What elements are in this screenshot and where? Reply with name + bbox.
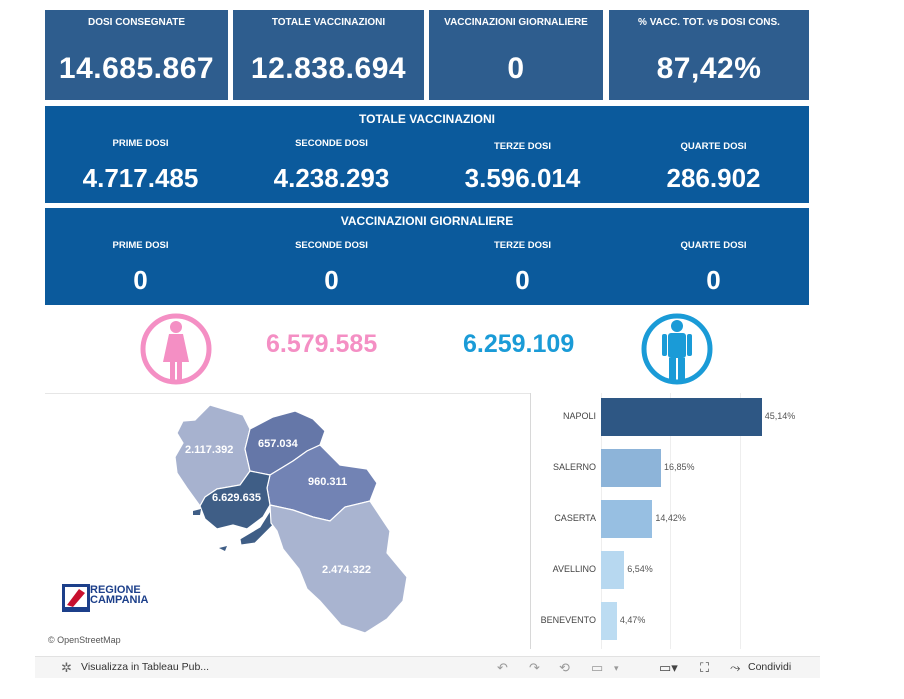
kpi-label: VACCINAZIONI GIORNALIERE [444, 17, 588, 28]
col-value: 0 [706, 265, 721, 295]
giornaliere-quarte-dosi: QUARTE DOSI 0 [618, 240, 809, 296]
col-value: 286.902 [666, 163, 761, 193]
vaccinazioni-giornaliere-panel: VACCINAZIONI GIORNALIERE PRIME DOSI 0 SE… [45, 208, 809, 305]
male-vaccinated-count: 6.259.109 [463, 330, 575, 358]
redo-icon[interactable]: ↷ [529, 660, 540, 675]
bar[interactable] [601, 551, 625, 589]
kpi-value: 12.838.694 [250, 52, 407, 85]
col-label: PRIME DOSI [112, 138, 169, 149]
tableau-toolbar: ✲ Visualizza in Tableau Pub... ↶ ↷ ⟲ ▭ ▾… [35, 656, 820, 678]
kpi-percentuale-vaccinazioni: % VACC. TOT. vs DOSI CONS. 87,42% [609, 10, 809, 100]
map-label-avellino: 960.311 [308, 476, 348, 488]
col-value: 0 [133, 265, 148, 295]
undo-icon[interactable]: ↶ [497, 660, 508, 675]
region-salerno [269, 500, 408, 634]
map-label-napoli: 6.629.635 [212, 492, 261, 504]
kpi-dosi-consegnate: DOSI CONSEGNATE 14.685.867 [45, 10, 228, 100]
bar-value-label: 16,85% [663, 462, 695, 472]
kpi-label: TOTALE VACCINAZIONI [271, 17, 386, 28]
kpi-value: 0 [507, 52, 525, 85]
bar[interactable] [601, 449, 661, 487]
bar-value-label: 4,47% [619, 615, 646, 625]
regione-campania-logo-text: REGIONE CAMPANIA [90, 584, 149, 606]
kpi-vaccinazioni-giornaliere: VACCINAZIONI GIORNALIERE 0 [429, 10, 603, 100]
tableau-logo-icon: ✲ [61, 660, 72, 675]
col-value: 3.596.014 [464, 163, 581, 193]
gridline [739, 393, 741, 649]
bar-value-label: 6,54% [627, 564, 653, 574]
totale-seconde-dosi: SECONDE DOSI 4.238.293 [236, 138, 427, 194]
col-value: 4.238.293 [273, 163, 390, 193]
panel-title: VACCINAZIONI GIORNALIERE [340, 214, 514, 228]
osm-attribution[interactable]: © OpenStreetMap [48, 635, 121, 645]
giornaliere-terze-dosi: TERZE DOSI 0 [427, 240, 618, 296]
bar[interactable] [601, 500, 653, 538]
col-value: 4.717.485 [82, 163, 199, 193]
giornaliere-seconde-dosi: SECONDE DOSI 0 [236, 240, 427, 296]
bar-category-label: AVELLINO [552, 564, 596, 574]
device-layout-icon[interactable]: ▭▾ [659, 660, 678, 675]
col-label: SECONDE DOSI [295, 240, 368, 251]
regione-campania-logo [62, 584, 90, 612]
refresh-icon[interactable]: ▭ [591, 660, 604, 675]
bar-category-label: CASERTA [554, 513, 596, 523]
bar-value-label: 45,14% [764, 411, 796, 421]
gridline [670, 393, 672, 649]
share-button[interactable]: Condividi [748, 661, 792, 673]
bar[interactable] [601, 398, 762, 436]
totale-terze-dosi: TERZE DOSI 3.596.014 [427, 141, 618, 194]
totale-prime-dosi: PRIME DOSI 4.717.485 [45, 138, 236, 194]
bar[interactable] [601, 602, 617, 640]
female-icon [140, 313, 212, 385]
bar-category-label: SALERNO [552, 462, 596, 472]
female-vaccinated-count: 6.579.585 [266, 330, 378, 358]
col-label: QUARTE DOSI [680, 141, 747, 152]
pause-dropdown-icon[interactable]: ▾ [614, 663, 619, 673]
kpi-label: DOSI CONSEGNATE [87, 17, 186, 28]
campania-map [62, 404, 408, 634]
male-icon [641, 313, 713, 385]
col-label: TERZE DOSI [493, 141, 551, 152]
map-label-caserta: 2.117.392 [185, 444, 234, 456]
totale-quarte-dosi: QUARTE DOSI 286.902 [618, 141, 809, 194]
col-label: TERZE DOSI [493, 240, 551, 251]
kpi-totale-vaccinazioni: TOTALE VACCINAZIONI 12.838.694 [233, 10, 424, 100]
revert-icon[interactable]: ⟲ [559, 660, 570, 675]
logo-line-2: CAMPANIA [90, 594, 149, 606]
col-value: 0 [324, 265, 339, 295]
bar-category-label: NAPOLI [562, 411, 596, 421]
kpi-value: 87,42% [656, 52, 762, 85]
giornaliere-prime-dosi: PRIME DOSI 0 [45, 240, 236, 296]
province-bar-chart [530, 393, 810, 649]
logo-line-1: REGIONE [90, 584, 141, 596]
map-label-salerno: 2.474.322 [322, 564, 371, 576]
col-label: SECONDE DOSI [295, 138, 368, 149]
col-value: 0 [515, 265, 530, 295]
bar-value-label: 14,42% [655, 513, 686, 523]
col-label: QUARTE DOSI [680, 240, 747, 251]
region-napoli [199, 470, 271, 530]
totale-vaccinazioni-panel: TOTALE VACCINAZIONI PRIME DOSI 4.717.485… [45, 106, 809, 203]
map-label-benevento: 657.034 [258, 438, 298, 450]
kpi-value: 14.685.867 [58, 52, 215, 85]
fullscreen-icon[interactable]: ⛶ [700, 660, 710, 675]
share-icon[interactable]: ⤳ [730, 660, 741, 675]
view-in-tableau-button[interactable]: Visualizza in Tableau Pub... [81, 661, 210, 673]
kpi-label: % VACC. TOT. vs DOSI CONS. [638, 17, 780, 28]
bar-category-label: BENEVENTO [540, 615, 596, 625]
col-label: PRIME DOSI [112, 240, 169, 251]
panel-title: TOTALE VACCINAZIONI [359, 112, 495, 126]
